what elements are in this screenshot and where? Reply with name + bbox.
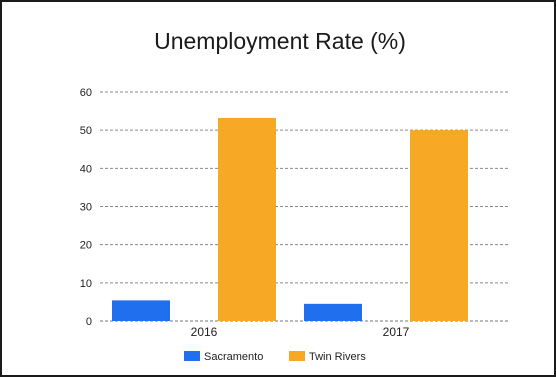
- bar-twin-rivers-2017: [410, 130, 468, 321]
- y-tick-label: 30: [80, 202, 92, 214]
- y-tick-label: 60: [80, 87, 92, 99]
- y-tick-label: 20: [80, 240, 92, 252]
- y-tick-label: 50: [80, 125, 92, 137]
- legend-swatch-twin-rivers: [289, 351, 305, 361]
- bar-sacramento-2017: [304, 303, 362, 321]
- legend-swatch-sacramento: [184, 351, 200, 361]
- x-category-label: 2017: [383, 325, 410, 339]
- chart-title: Unemployment Rate (%): [154, 28, 406, 54]
- y-tick-label: 0: [86, 316, 92, 328]
- x-category-label: 2016: [191, 325, 218, 339]
- legend-label: Twin Rivers: [309, 351, 366, 363]
- legend-label: Sacramento: [204, 351, 263, 363]
- y-tick-label: 10: [80, 278, 92, 290]
- y-tick-label: 40: [80, 163, 92, 175]
- bar-sacramento-2016: [112, 300, 170, 321]
- bar-twin-rivers-2016: [218, 117, 276, 321]
